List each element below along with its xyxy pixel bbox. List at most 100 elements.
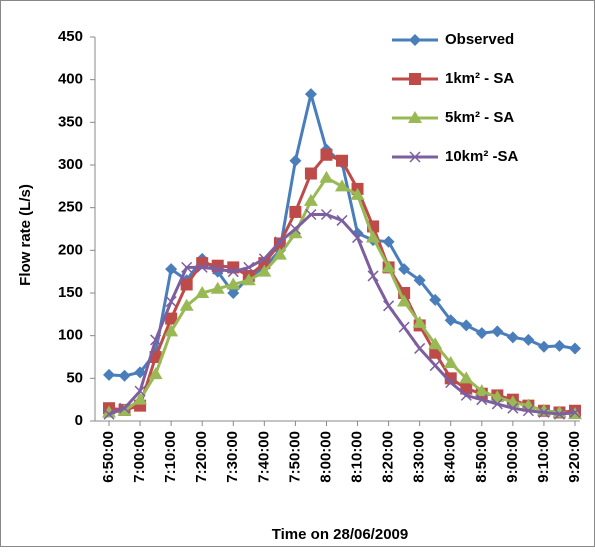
marker [429, 360, 441, 372]
marker [474, 384, 489, 397]
marker [460, 319, 473, 332]
x-tick-label: 8:10:00 [349, 431, 366, 483]
legend-marker [409, 151, 421, 163]
marker [210, 281, 225, 294]
y-tick-label: 0 [75, 412, 83, 429]
x-tick-label: 9:20:00 [566, 431, 583, 483]
marker [227, 266, 239, 278]
x-tick-label: 7:10:00 [162, 431, 179, 483]
x-axis-title: Time on 28/06/2009 [272, 526, 408, 543]
x-tick-label: 8:40:00 [442, 431, 459, 483]
marker [289, 223, 301, 235]
marker [459, 371, 474, 384]
x-tick-label: 6:50:00 [100, 431, 117, 483]
legend-label: 1km² - SA [445, 70, 514, 87]
marker [288, 226, 303, 239]
marker [522, 405, 534, 417]
legend-marker [409, 73, 421, 85]
marker [165, 263, 178, 276]
legend-label: 10km² -SA [445, 148, 519, 165]
x-tick-label: 7:50:00 [286, 431, 303, 483]
marker [196, 261, 208, 273]
marker [336, 154, 348, 167]
marker [413, 274, 426, 287]
legend-label: 5km² - SA [445, 109, 514, 126]
marker [537, 340, 550, 353]
marker [443, 355, 458, 368]
y-tick-label: 50 [66, 369, 83, 386]
marker [397, 294, 412, 307]
marker [165, 296, 177, 308]
marker [381, 260, 396, 273]
marker [164, 324, 179, 337]
marker [180, 278, 193, 291]
legend-marker [408, 111, 422, 123]
y-tick-label: 350 [58, 113, 83, 130]
marker [320, 208, 332, 221]
x-tick-label: 7:30:00 [224, 431, 241, 483]
marker [491, 398, 503, 410]
marker [103, 368, 115, 381]
marker [148, 367, 163, 380]
marker [305, 208, 317, 221]
marker [491, 325, 504, 338]
marker [553, 408, 565, 420]
marker [272, 247, 287, 260]
marker [335, 179, 349, 192]
marker [444, 314, 457, 327]
marker [212, 263, 224, 275]
y-tick-label: 300 [58, 156, 83, 173]
y-tick-label: 450 [58, 28, 83, 45]
y-tick-label: 150 [58, 284, 83, 301]
marker [289, 205, 302, 218]
marker [569, 342, 581, 355]
marker [134, 385, 146, 397]
marker [179, 298, 194, 311]
x-tick-label: 7:40:00 [255, 431, 272, 483]
marker [133, 392, 148, 405]
x-tick-label: 8:50:00 [473, 431, 490, 483]
marker [538, 406, 550, 418]
marker [383, 300, 395, 312]
marker [181, 261, 193, 273]
y-tick-label: 100 [58, 327, 83, 344]
marker [118, 369, 131, 382]
marker [414, 342, 426, 354]
marker [243, 261, 255, 273]
marker [227, 287, 240, 299]
x-tick-label: 9:00:00 [504, 431, 521, 483]
marker [319, 170, 334, 183]
x-tick-label: 7:00:00 [131, 431, 148, 483]
marker [150, 334, 162, 346]
marker [350, 187, 365, 200]
marker [476, 394, 488, 406]
x-tick-label: 8:20:00 [380, 431, 397, 483]
marker [429, 293, 442, 306]
marker [367, 270, 379, 282]
marker [428, 337, 443, 350]
marker [119, 402, 131, 414]
marker [398, 263, 411, 276]
marker [195, 286, 210, 298]
legend-label: Observed [445, 31, 514, 48]
y-tick-label: 200 [58, 241, 83, 258]
marker [226, 277, 241, 290]
x-tick-label: 8:00:00 [317, 431, 334, 483]
x-tick-label: 9:10:00 [535, 431, 552, 483]
legend-marker [409, 34, 421, 46]
x-tick-label: 8:30:00 [411, 431, 428, 483]
marker [304, 167, 317, 180]
marker [553, 339, 566, 352]
marker [165, 312, 178, 325]
marker [507, 402, 519, 414]
marker [506, 331, 519, 344]
marker [460, 389, 472, 401]
marker [398, 321, 410, 333]
marker [241, 273, 256, 286]
marker [569, 406, 581, 418]
marker [134, 366, 147, 379]
marker [412, 315, 427, 328]
marker [320, 148, 333, 161]
